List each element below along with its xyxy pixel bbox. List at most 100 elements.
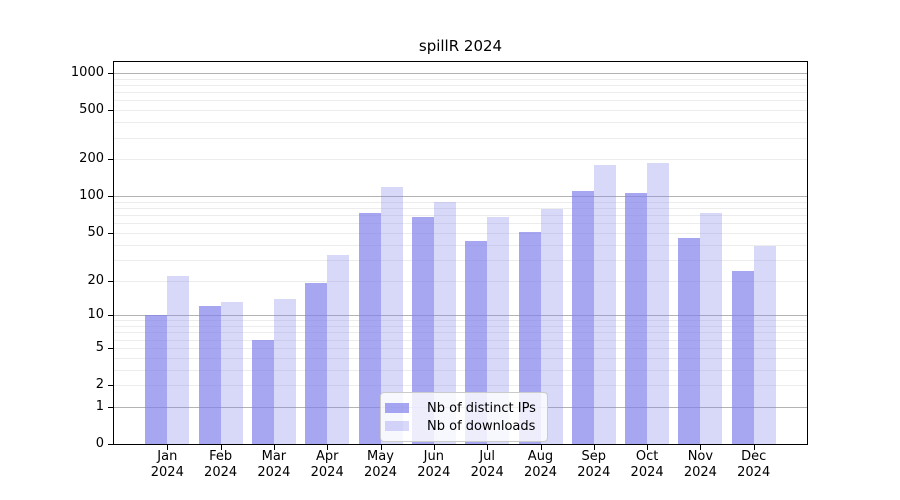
y-tick-label: 50 bbox=[87, 224, 104, 240]
x-tick-mark bbox=[753, 445, 755, 450]
x-tick-label-month: May bbox=[367, 449, 394, 464]
y-tick-mark bbox=[108, 196, 113, 198]
legend-label-downloads: Nb of downloads bbox=[427, 418, 536, 434]
x-tick-label-year: 2024 bbox=[737, 465, 771, 480]
y-tick-mark bbox=[108, 347, 113, 349]
x-tick-mark bbox=[487, 445, 489, 450]
bar-nov-downloads bbox=[700, 212, 723, 444]
y-gridline-minor bbox=[114, 332, 807, 334]
y-gridline-minor bbox=[114, 215, 807, 217]
y-tick-mark bbox=[108, 232, 113, 234]
bar-dec-downloads bbox=[753, 245, 776, 444]
bar-mar-ips bbox=[251, 339, 274, 444]
chart-title: spillR 2024 bbox=[418, 37, 503, 55]
y-gridline-minor bbox=[114, 369, 807, 371]
y-tick-label: 1000 bbox=[70, 65, 104, 80]
bar-jun-ips bbox=[411, 217, 434, 444]
legend: Nb of distinct IPs Nb of downloads bbox=[380, 392, 548, 442]
bar-sep-downloads bbox=[593, 164, 616, 444]
y-gridline-minor bbox=[114, 100, 807, 102]
bar-may-downloads bbox=[380, 187, 403, 444]
bar-apr-ips bbox=[305, 283, 328, 444]
x-tick-label-month: Apr bbox=[315, 449, 339, 464]
y-tick-label: 10 bbox=[87, 307, 104, 323]
legend-label-distinct-ips: Nb of distinct IPs bbox=[427, 400, 536, 416]
bar-apr-downloads bbox=[327, 254, 350, 444]
y-gridline-minor bbox=[114, 280, 807, 282]
y-tick-label: 100 bbox=[79, 188, 104, 204]
x-tick-label-month: Oct bbox=[635, 449, 659, 464]
y-gridline-minor bbox=[114, 110, 807, 112]
x-tick-label-year: 2024 bbox=[630, 465, 664, 480]
x-tick-label-month: Sep bbox=[581, 449, 607, 464]
bar-aug-ips bbox=[518, 231, 541, 444]
y-gridline-minor bbox=[114, 244, 807, 246]
y-gridline-major bbox=[114, 196, 807, 198]
y-gridline-minor bbox=[114, 201, 807, 203]
x-tick-mark bbox=[273, 445, 275, 450]
y-tick-label: 500 bbox=[79, 102, 104, 118]
bar-oct-ips bbox=[625, 192, 648, 444]
y-tick-label: 200 bbox=[79, 151, 104, 167]
bar-oct-downloads bbox=[647, 163, 670, 444]
x-tick-mark bbox=[647, 445, 649, 450]
y-gridline-major bbox=[114, 315, 807, 317]
legend-swatch-distinct-ips bbox=[385, 403, 409, 413]
x-tick-label-year: 2024 bbox=[310, 465, 344, 480]
y-tick-label: 1 bbox=[95, 398, 104, 414]
y-tick-label: 0 bbox=[95, 436, 104, 451]
x-tick-mark bbox=[700, 445, 702, 450]
x-tick-mark bbox=[327, 445, 329, 450]
bar-may-ips bbox=[358, 212, 381, 444]
x-tick-mark bbox=[433, 445, 435, 450]
x-tick-label-month: Nov bbox=[687, 449, 714, 464]
x-tick-label-month: Jul bbox=[479, 449, 496, 464]
x-tick-label-year: 2024 bbox=[470, 465, 504, 480]
bar-jan-downloads bbox=[167, 275, 190, 444]
x-tick-label-year: 2024 bbox=[417, 465, 451, 480]
bar-feb-downloads bbox=[220, 302, 243, 444]
legend-swatch-downloads bbox=[385, 421, 409, 431]
plot-area: Nb of distinct IPs Nb of downloads bbox=[113, 61, 808, 445]
x-tick-label-month: Jun bbox=[423, 449, 444, 464]
y-gridline-minor bbox=[114, 78, 807, 80]
y-gridline-minor bbox=[114, 259, 807, 261]
y-gridline-minor bbox=[114, 339, 807, 341]
y-gridline-minor bbox=[114, 92, 807, 94]
bar-jun-downloads bbox=[433, 202, 456, 444]
y-tick-label: 20 bbox=[87, 272, 104, 288]
x-tick-label-year: 2024 bbox=[523, 465, 558, 480]
y-gridline-minor bbox=[114, 208, 807, 209]
bar-dec-ips bbox=[731, 271, 754, 444]
y-tick-mark bbox=[108, 406, 113, 408]
x-tick-label-month: Feb bbox=[209, 449, 233, 464]
y-tick-mark bbox=[108, 73, 113, 74]
bar-nov-ips bbox=[678, 238, 701, 444]
bar-mar-downloads bbox=[273, 298, 296, 444]
y-gridline-minor bbox=[114, 232, 807, 234]
y-gridline-minor bbox=[114, 159, 807, 161]
x-tick-label-year: 2024 bbox=[150, 465, 184, 480]
y-tick-mark bbox=[108, 110, 113, 112]
y-tick-mark bbox=[108, 159, 113, 161]
y-gridline-minor bbox=[114, 326, 807, 327]
x-tick-label-year: 2024 bbox=[683, 465, 717, 480]
y-tick-mark bbox=[108, 385, 113, 386]
x-tick-label-year: 2024 bbox=[577, 465, 611, 480]
x-tick-label-month: Mar bbox=[261, 449, 287, 464]
x-tick-mark bbox=[540, 445, 542, 450]
x-tick-label-year: 2024 bbox=[204, 465, 238, 480]
y-tick-label: 2 bbox=[95, 377, 104, 392]
y-gridline-minor bbox=[114, 320, 807, 322]
y-gridline-minor bbox=[114, 122, 807, 124]
y-gridline-minor bbox=[114, 357, 807, 359]
legend-item-downloads: Nb of downloads bbox=[385, 418, 539, 434]
x-tick-mark bbox=[380, 445, 382, 450]
x-tick-mark bbox=[220, 445, 222, 450]
y-tick-mark bbox=[108, 280, 113, 282]
x-tick-mark bbox=[593, 445, 595, 450]
y-gridline-minor bbox=[114, 385, 807, 386]
legend-item-distinct-ips: Nb of distinct IPs bbox=[385, 400, 539, 416]
bar-feb-ips bbox=[198, 306, 221, 444]
